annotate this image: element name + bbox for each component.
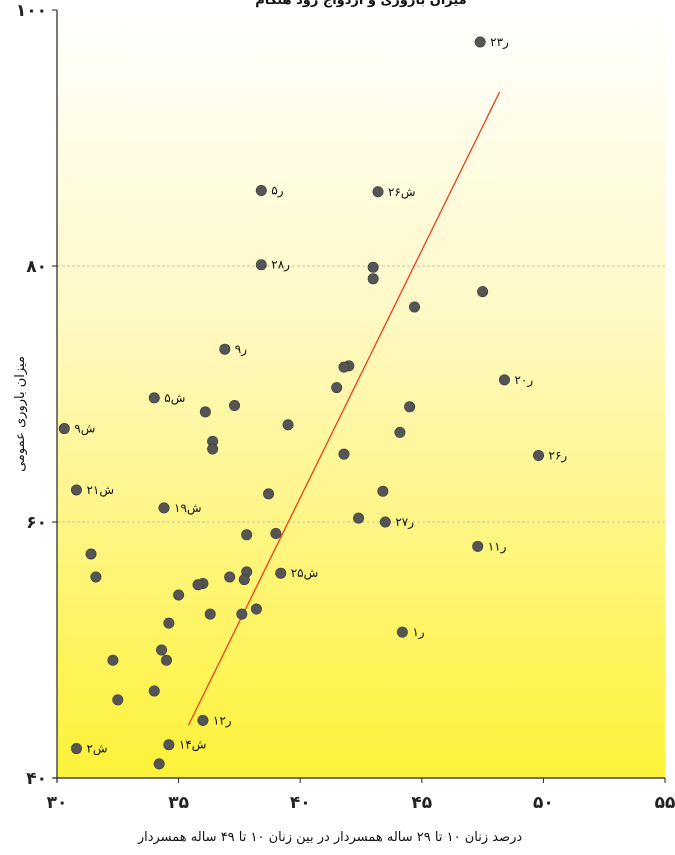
- data-point: [338, 361, 350, 373]
- point-label: ش۲: [86, 742, 107, 757]
- data-point: [148, 685, 160, 697]
- data-point: [404, 401, 416, 413]
- data-point: [107, 654, 119, 666]
- data-point: [90, 571, 102, 583]
- chart-title: میزان باروری و ازدواج زود هنگام: [255, 0, 466, 8]
- data-point: [207, 443, 219, 455]
- point-label: ش۱۴: [179, 738, 207, 753]
- data-point: [156, 644, 168, 656]
- x-tick-label: ۳۵: [168, 793, 189, 813]
- data-point: [236, 608, 248, 620]
- data-point: [148, 392, 160, 404]
- data-point: [353, 512, 365, 524]
- point-label: ر۱۲: [213, 713, 232, 728]
- data-point: [533, 449, 545, 461]
- data-point: [229, 400, 241, 412]
- x-tick-label: ۵۵: [655, 793, 675, 813]
- x-tick-label: ۴۵: [411, 793, 432, 813]
- data-point: [409, 301, 421, 313]
- data-point: [70, 484, 82, 496]
- x-tick-label: ۴۰: [290, 793, 311, 813]
- point-label: ر۲۰: [514, 373, 533, 388]
- data-point: [338, 448, 350, 460]
- axis-ticks: ۳۰ ۳۵ ۴۰ ۴۵ ۵۰ ۵۵ ۴۰ ۶۰ ۸۰ ۱۰۰: [16, 1, 675, 813]
- x-axis-label: درصد زنان ۱۰ تا ۲۹ ساله همسردار در بین ز…: [137, 830, 523, 845]
- data-point: [199, 406, 211, 418]
- point-label: ر۱۱: [488, 539, 507, 554]
- data-point: [173, 589, 185, 601]
- point-label: ر۹: [235, 342, 247, 357]
- point-labels: ر۲۳ ر۲۰ ر۲۶ ر۱۱ ر۱ ش۲۶ ر۲۷ ر۵ ر۲۸ ر۹ ش۵ ش۱۹ ش۹ ش۲۱ ش۲۵…: [74, 35, 567, 757]
- data-point: [70, 743, 82, 755]
- point-label: ش۱۹: [174, 501, 202, 516]
- x-tick-label: ۵۰: [533, 793, 554, 813]
- point-label: ش۹: [74, 422, 95, 437]
- data-point: [367, 261, 379, 273]
- trend-line: [187, 91, 501, 726]
- data-point: [498, 374, 510, 386]
- data-point: [85, 548, 97, 560]
- data-point: [192, 579, 204, 591]
- data-point: [158, 502, 170, 514]
- data-point: [153, 758, 165, 770]
- y-tick-label: ۸۰: [26, 257, 47, 277]
- data-point: [379, 516, 391, 528]
- data-point: [58, 423, 70, 435]
- point-label: ش۲۶: [388, 185, 416, 200]
- point-label: ر۲۷: [395, 515, 414, 530]
- data-point: [367, 273, 379, 285]
- data-point: [241, 529, 253, 541]
- data-point: [224, 571, 236, 583]
- data-point: [204, 608, 216, 620]
- data-point: [331, 382, 343, 394]
- point-label: ش۲۵: [291, 566, 319, 581]
- point-label: ش۵: [164, 391, 185, 406]
- data-point: [163, 739, 175, 751]
- point-label: ر۲۸: [271, 258, 290, 273]
- data-point: [477, 286, 489, 298]
- data-point: [250, 603, 262, 615]
- data-point: [372, 186, 384, 198]
- y-tick-label: ۶۰: [26, 513, 47, 533]
- data-point: [263, 488, 275, 500]
- data-point: [112, 694, 124, 706]
- data-point: [396, 626, 408, 638]
- data-point: [163, 617, 175, 629]
- data-points: [58, 36, 545, 770]
- point-label: ر۵: [271, 183, 283, 198]
- point-label: ر۲۶: [549, 448, 568, 463]
- data-point: [377, 485, 389, 497]
- point-label: ر۲۳: [490, 35, 509, 50]
- plot-background: [57, 10, 665, 778]
- x-tick-label: ۳۰: [47, 793, 68, 813]
- data-point: [255, 184, 267, 196]
- point-label: ر۱: [412, 625, 424, 640]
- grid-lines: [57, 265, 665, 523]
- data-point: [282, 419, 294, 431]
- data-point: [238, 574, 250, 586]
- data-point: [197, 714, 209, 726]
- y-tick-label: ۴۰: [26, 769, 47, 789]
- y-axis-label: میزان باروری عمومی: [13, 356, 28, 472]
- data-point: [160, 654, 172, 666]
- point-label: ش۲۱: [86, 483, 114, 498]
- data-point: [219, 343, 231, 355]
- data-point: [394, 426, 406, 438]
- data-point: [270, 528, 282, 540]
- data-point: [275, 567, 287, 579]
- y-tick-label: ۱۰۰: [16, 1, 47, 21]
- data-point: [474, 36, 486, 48]
- data-point: [472, 540, 484, 552]
- data-point: [255, 259, 267, 271]
